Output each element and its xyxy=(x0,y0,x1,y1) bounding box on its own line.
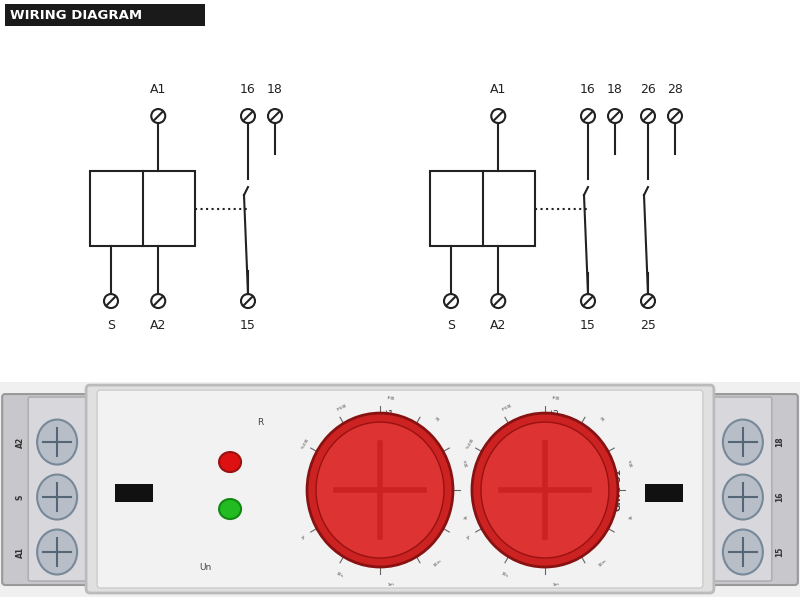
Text: 1m: 1m xyxy=(552,582,559,587)
Ellipse shape xyxy=(316,422,444,558)
Text: A1: A1 xyxy=(16,546,25,558)
Text: 18: 18 xyxy=(607,83,623,96)
Text: 10h: 10h xyxy=(463,458,470,467)
Ellipse shape xyxy=(37,530,77,574)
FancyBboxPatch shape xyxy=(97,390,703,588)
Text: 100%: 100% xyxy=(298,436,307,449)
Bar xyxy=(115,484,153,502)
Text: 26: 26 xyxy=(640,83,656,96)
Text: 18: 18 xyxy=(775,437,784,447)
Text: 10s: 10s xyxy=(335,572,344,578)
Text: Un: Un xyxy=(199,562,211,571)
Text: 15: 15 xyxy=(580,319,596,332)
FancyBboxPatch shape xyxy=(2,394,93,585)
Ellipse shape xyxy=(219,452,241,472)
Text: 10m: 10m xyxy=(433,558,443,568)
Text: 1d: 1d xyxy=(434,414,442,420)
Text: 1d: 1d xyxy=(599,414,606,420)
Text: GRT8-S1: GRT8-S1 xyxy=(614,469,622,512)
Text: A2: A2 xyxy=(490,319,506,332)
Text: 16: 16 xyxy=(240,83,256,96)
Text: S: S xyxy=(447,319,455,332)
Ellipse shape xyxy=(37,420,77,464)
Text: 16: 16 xyxy=(775,492,784,502)
Ellipse shape xyxy=(37,475,77,519)
Ellipse shape xyxy=(723,475,763,519)
Text: S: S xyxy=(16,494,25,500)
FancyBboxPatch shape xyxy=(86,385,714,593)
Bar xyxy=(5,4,205,26)
Text: 10m: 10m xyxy=(598,558,608,568)
Text: t1: t1 xyxy=(385,410,395,420)
Ellipse shape xyxy=(723,420,763,464)
Text: 10h: 10h xyxy=(628,458,634,467)
Text: 100%: 100% xyxy=(462,436,472,449)
FancyBboxPatch shape xyxy=(713,397,772,581)
Text: 1s: 1s xyxy=(464,534,470,541)
Bar xyxy=(90,171,195,246)
Text: 25: 25 xyxy=(640,319,656,332)
Text: 100d: 100d xyxy=(498,401,510,409)
Bar xyxy=(430,171,535,246)
Text: A2: A2 xyxy=(150,319,166,332)
Text: S: S xyxy=(107,319,115,332)
Text: A2: A2 xyxy=(16,436,25,448)
Text: 28: 28 xyxy=(667,83,683,96)
Ellipse shape xyxy=(723,530,763,574)
Text: 10d: 10d xyxy=(386,393,395,398)
Ellipse shape xyxy=(472,413,618,567)
FancyBboxPatch shape xyxy=(707,394,798,585)
Text: R: R xyxy=(257,417,263,427)
Text: 100d: 100d xyxy=(334,401,346,409)
Text: 15: 15 xyxy=(240,319,256,332)
Text: 16: 16 xyxy=(580,83,596,96)
Text: 15: 15 xyxy=(775,547,784,557)
Ellipse shape xyxy=(219,499,241,519)
Ellipse shape xyxy=(307,413,453,567)
FancyBboxPatch shape xyxy=(28,397,87,581)
Text: 1h: 1h xyxy=(629,514,634,521)
Text: 1h: 1h xyxy=(463,514,469,521)
Text: 1s: 1s xyxy=(299,534,305,541)
Text: A1: A1 xyxy=(150,83,166,96)
Text: 10d: 10d xyxy=(551,393,560,398)
Text: WIRING DIAGRAM: WIRING DIAGRAM xyxy=(10,8,142,21)
Text: 1m: 1m xyxy=(387,582,394,587)
Text: A1: A1 xyxy=(490,83,506,96)
Text: 18: 18 xyxy=(267,83,283,96)
Bar xyxy=(645,484,683,502)
Text: t2: t2 xyxy=(550,410,560,420)
Ellipse shape xyxy=(481,422,609,558)
Text: 10s: 10s xyxy=(500,572,509,578)
